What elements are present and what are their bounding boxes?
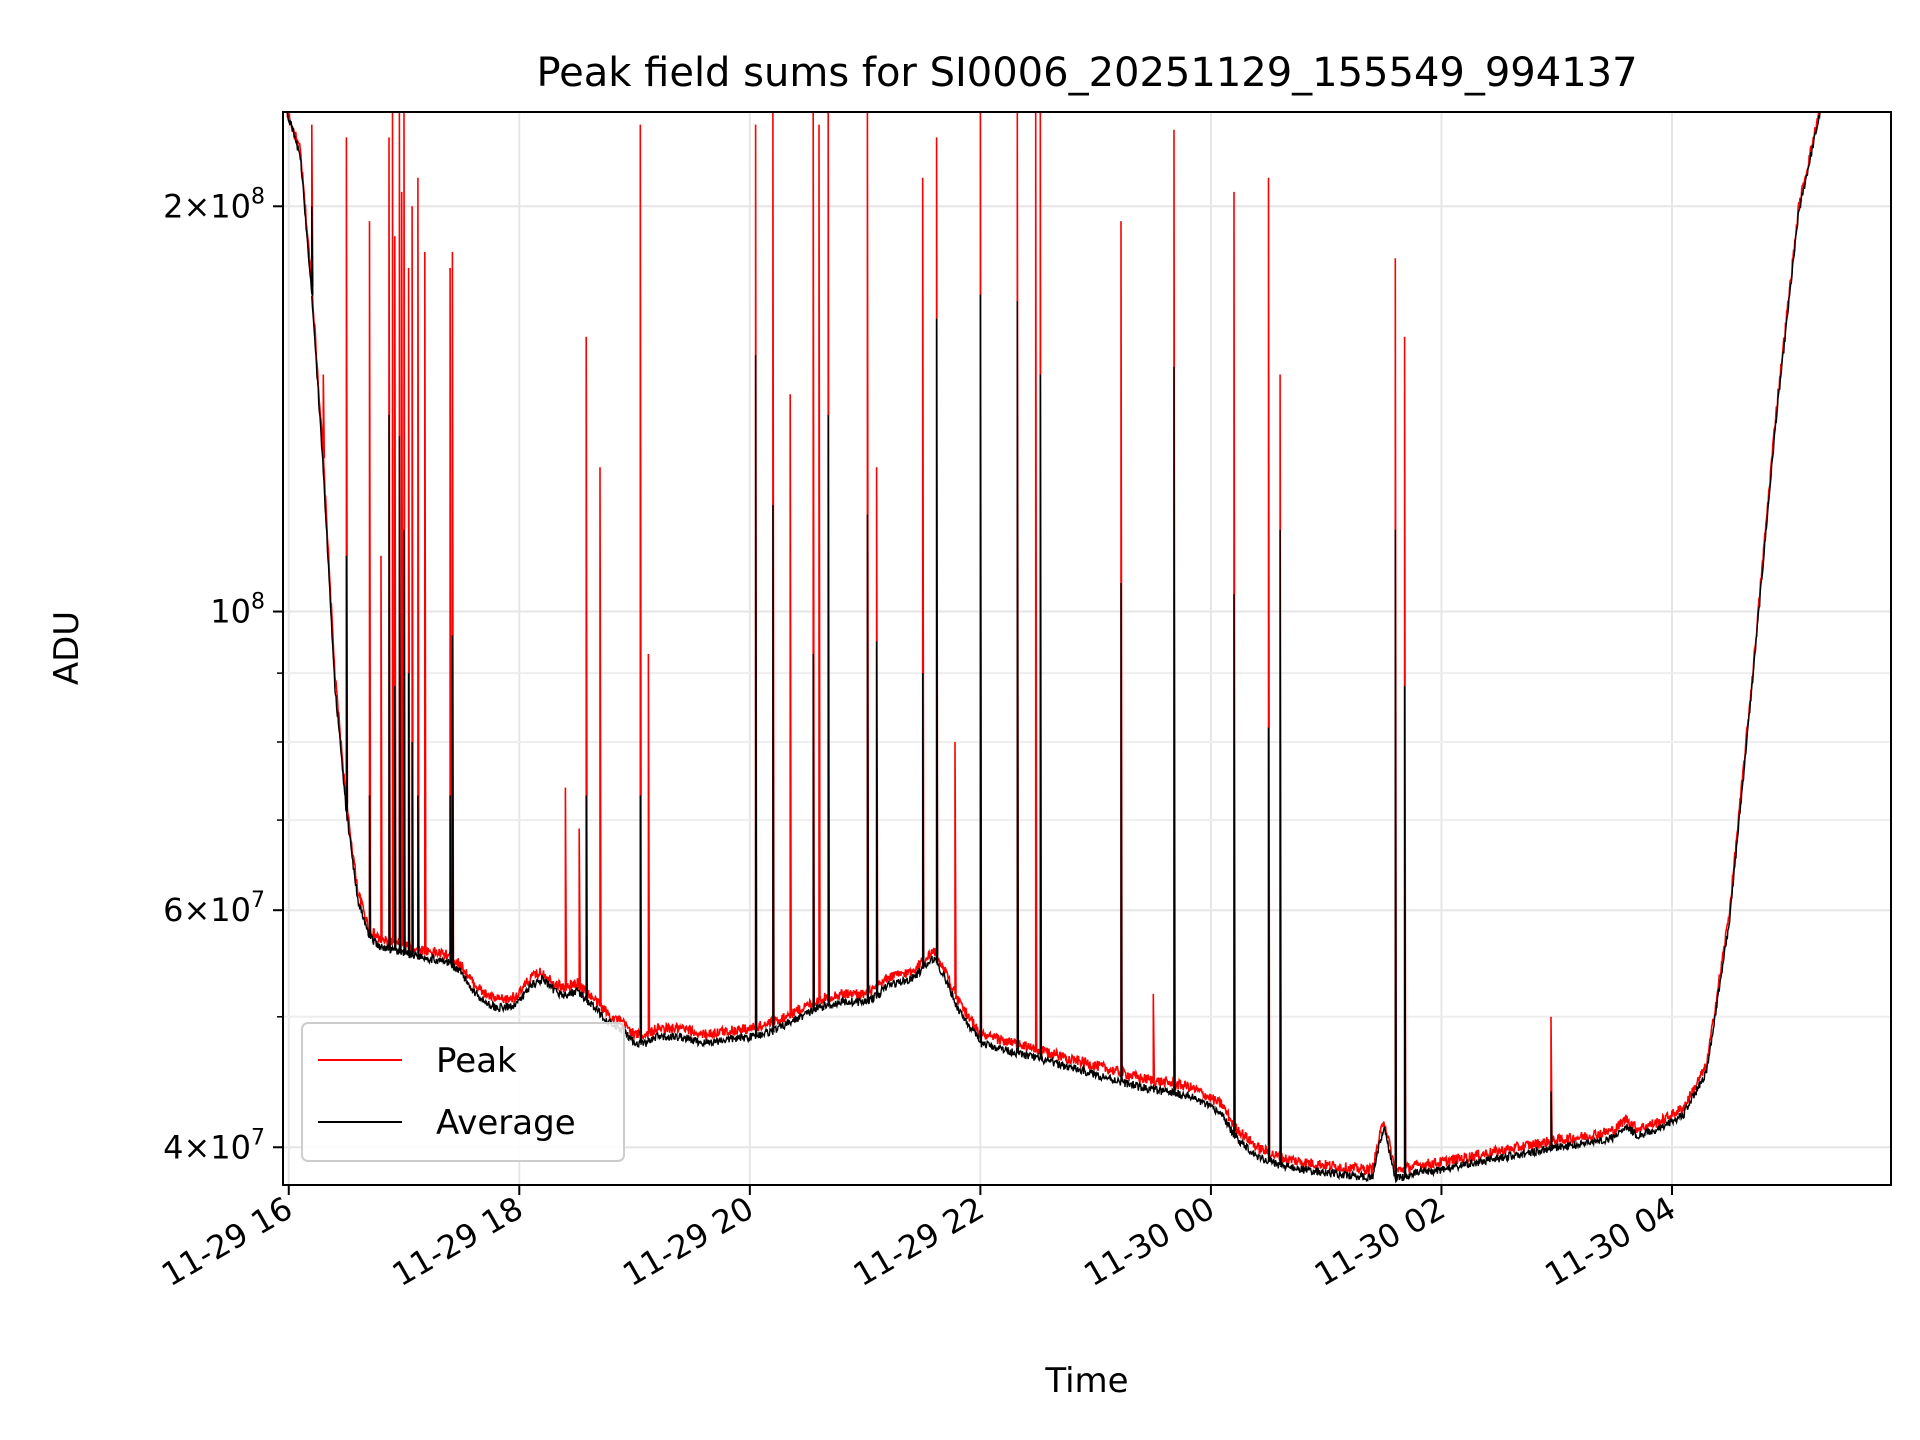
legend-peak-label: Peak: [436, 1041, 517, 1081]
y-axis-label: ADU: [47, 611, 87, 685]
y-tick-label: 2×108: [163, 184, 265, 225]
legend: Peak Average: [301, 1022, 625, 1162]
y-tick-label: 108: [210, 590, 265, 631]
legend-average-label: Average: [436, 1103, 576, 1143]
y-axis: 4×107 6×107 108 2×108: [163, 184, 283, 1166]
y-tick-label: 4×107: [163, 1125, 265, 1166]
series-peak-line: [285, 112, 1820, 1176]
plot-frame: [282, 111, 1892, 1186]
legend-box: [301, 1022, 625, 1162]
chart-title: Peak field sums for SI0006_20251129_1555…: [536, 50, 1637, 96]
x-axis-label: Time: [1044, 1361, 1128, 1401]
series-average-line: [286, 112, 1822, 1184]
y-tick-label: 6×107: [163, 888, 265, 929]
